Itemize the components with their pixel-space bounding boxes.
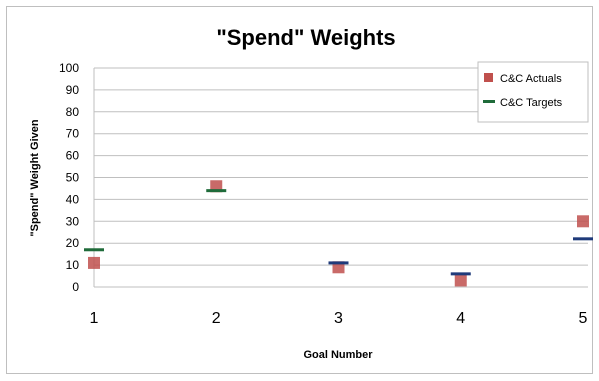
x-tick-label: 5 <box>579 310 588 327</box>
legend-targets-marker <box>483 100 495 103</box>
y-tick-label: 10 <box>66 258 80 272</box>
y-tick-label: 100 <box>59 61 79 75</box>
legend-targets-label: C&C Targets <box>500 97 563 109</box>
x-tick-label: 3 <box>334 310 343 327</box>
legend-actuals-label: C&C Actuals <box>500 73 562 85</box>
y-tick-label: 70 <box>66 127 80 141</box>
y-tick-labels: 0 10 20 30 40 50 60 70 80 90 100 <box>59 61 79 294</box>
legend-actuals-marker <box>484 73 493 82</box>
y-tick-label: 50 <box>66 171 80 185</box>
target-marker <box>206 189 227 193</box>
actual-point <box>454 274 467 287</box>
x-axis-label: Goal Number <box>303 349 373 361</box>
x-tick-label: 4 <box>456 310 465 327</box>
actual-point <box>577 215 589 228</box>
actual-point <box>88 256 100 269</box>
y-tick-label: 0 <box>72 280 79 294</box>
chart-title: "Spend" Weights <box>216 25 395 50</box>
y-tick-label: 30 <box>66 214 80 228</box>
target-marker <box>573 237 593 241</box>
y-tick-label: 90 <box>66 83 80 97</box>
x-tick-labels: 1 2 3 4 5 <box>90 310 588 327</box>
gridlines <box>93 67 588 288</box>
legend: C&C Actuals C&C Targets <box>477 61 589 123</box>
x-tick-label: 1 <box>90 310 99 327</box>
x-tick-label: 2 <box>212 310 221 327</box>
legend-box <box>477 61 589 123</box>
y-tick-label: 40 <box>66 192 80 206</box>
y-tick-label: 80 <box>66 105 80 119</box>
y-tick-label: 60 <box>66 149 80 163</box>
data-marks <box>84 180 593 287</box>
target-marker <box>450 272 471 276</box>
target-marker <box>84 248 104 252</box>
y-axis-label: "Spend" Weight Given <box>29 119 41 236</box>
target-marker <box>328 261 349 265</box>
y-tick-label: 20 <box>66 236 80 250</box>
